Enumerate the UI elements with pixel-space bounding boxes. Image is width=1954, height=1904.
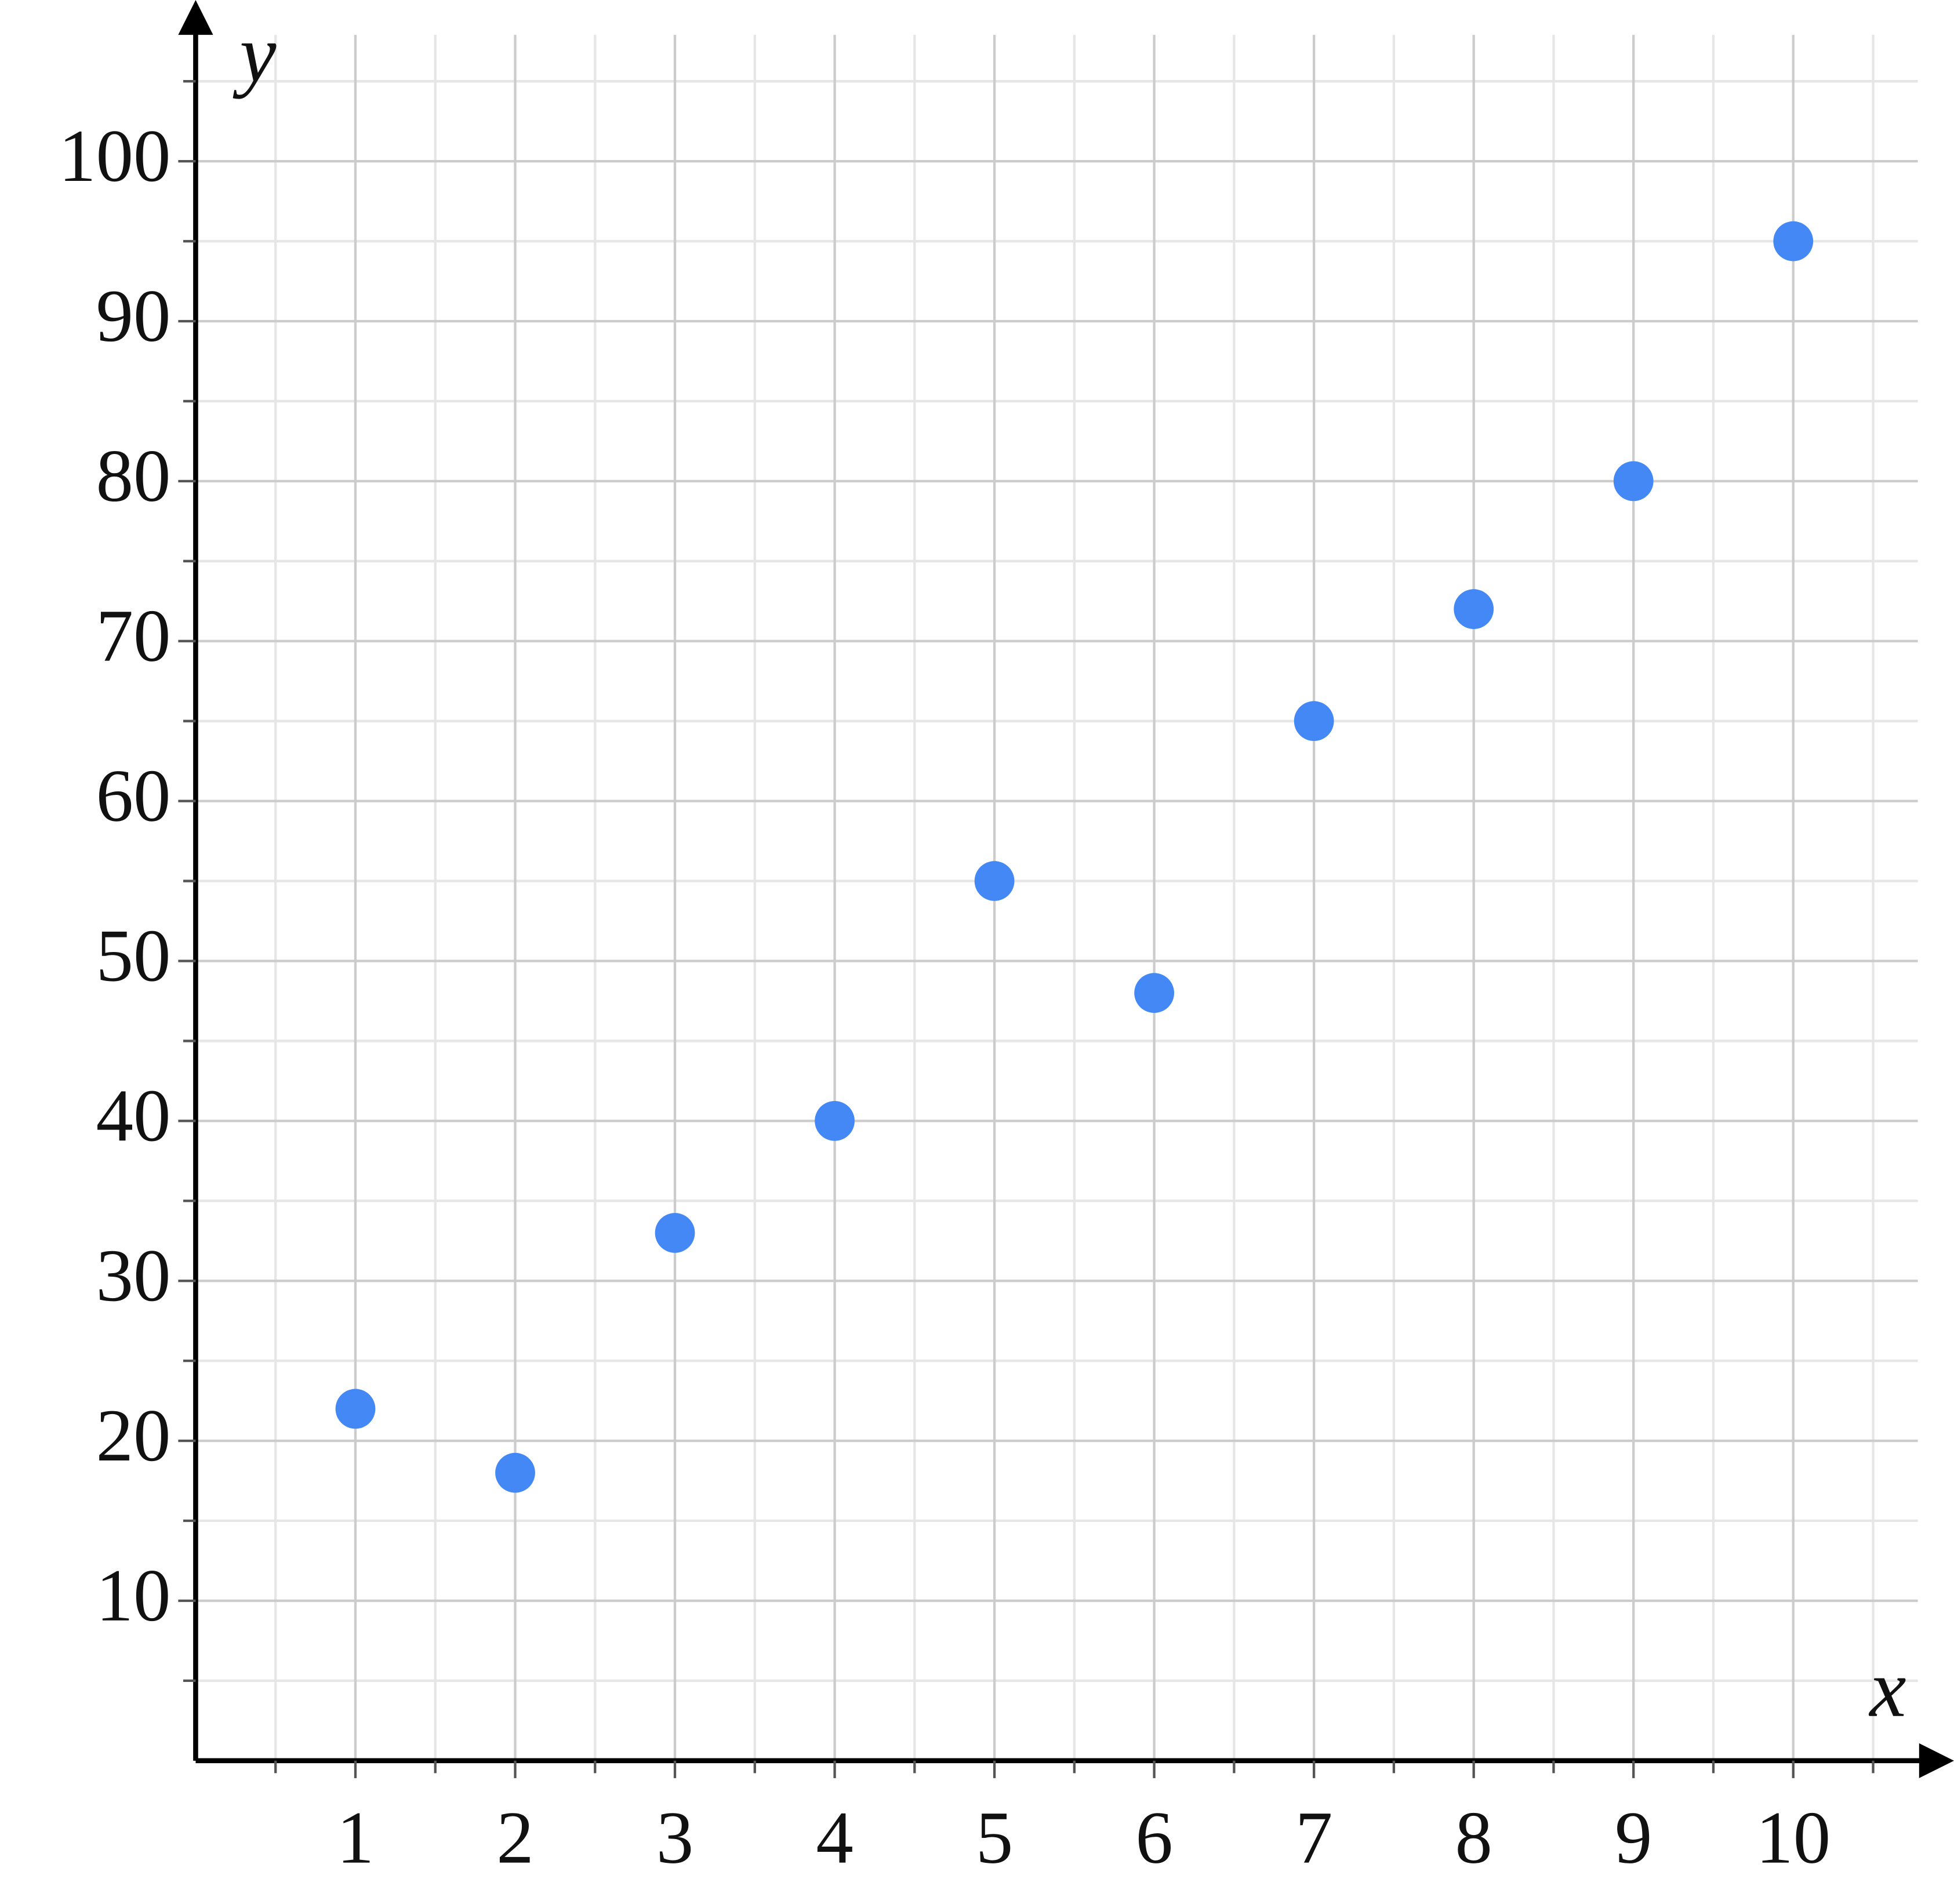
point	[655, 1213, 695, 1253]
point	[1773, 221, 1814, 261]
x-axis-label: x	[1869, 1643, 1906, 1734]
y-axis-arrow	[178, 0, 213, 35]
y-tick-label: 90	[96, 274, 171, 357]
x-tick-label: 7	[1295, 1796, 1332, 1879]
point	[1134, 973, 1175, 1013]
y-tick-label: 40	[96, 1074, 171, 1157]
x-tick-label: 10	[1756, 1796, 1830, 1879]
x-tick-label: 2	[496, 1796, 533, 1879]
y-tick-label: 20	[96, 1394, 171, 1477]
point	[1454, 589, 1494, 629]
point	[974, 861, 1015, 901]
point	[1613, 461, 1654, 502]
y-tick-label: 70	[96, 594, 171, 677]
point	[335, 1389, 376, 1429]
x-tick-label: 9	[1615, 1796, 1652, 1879]
y-tick-label: 100	[59, 114, 170, 197]
ticks: 1 2 3 4 5 6 7 8 9 10 10 20 30 40 50 60 70 80 90 100	[59, 80, 1875, 1879]
x-tick-label: 8	[1455, 1796, 1492, 1879]
point	[1294, 701, 1334, 742]
y-tick-label: 50	[96, 914, 171, 997]
point	[815, 1100, 855, 1141]
x-axis-arrow	[1919, 1743, 1954, 1778]
x-tick-label: 3	[656, 1796, 693, 1879]
grid	[195, 35, 1918, 1761]
point	[495, 1452, 535, 1493]
points	[335, 221, 1814, 1493]
axes	[178, 0, 1954, 1778]
x-tick-label: 1	[337, 1796, 374, 1879]
y-axis-label: y	[233, 8, 277, 99]
x-tick-label: 5	[976, 1796, 1013, 1879]
y-tick-label: 60	[96, 754, 171, 837]
y-tick-label: 30	[96, 1234, 171, 1317]
x-tick-label: 4	[816, 1796, 853, 1879]
x-tick-label: 6	[1135, 1796, 1172, 1879]
y-tick-label: 80	[96, 434, 171, 517]
y-tick-label: 10	[96, 1554, 171, 1637]
